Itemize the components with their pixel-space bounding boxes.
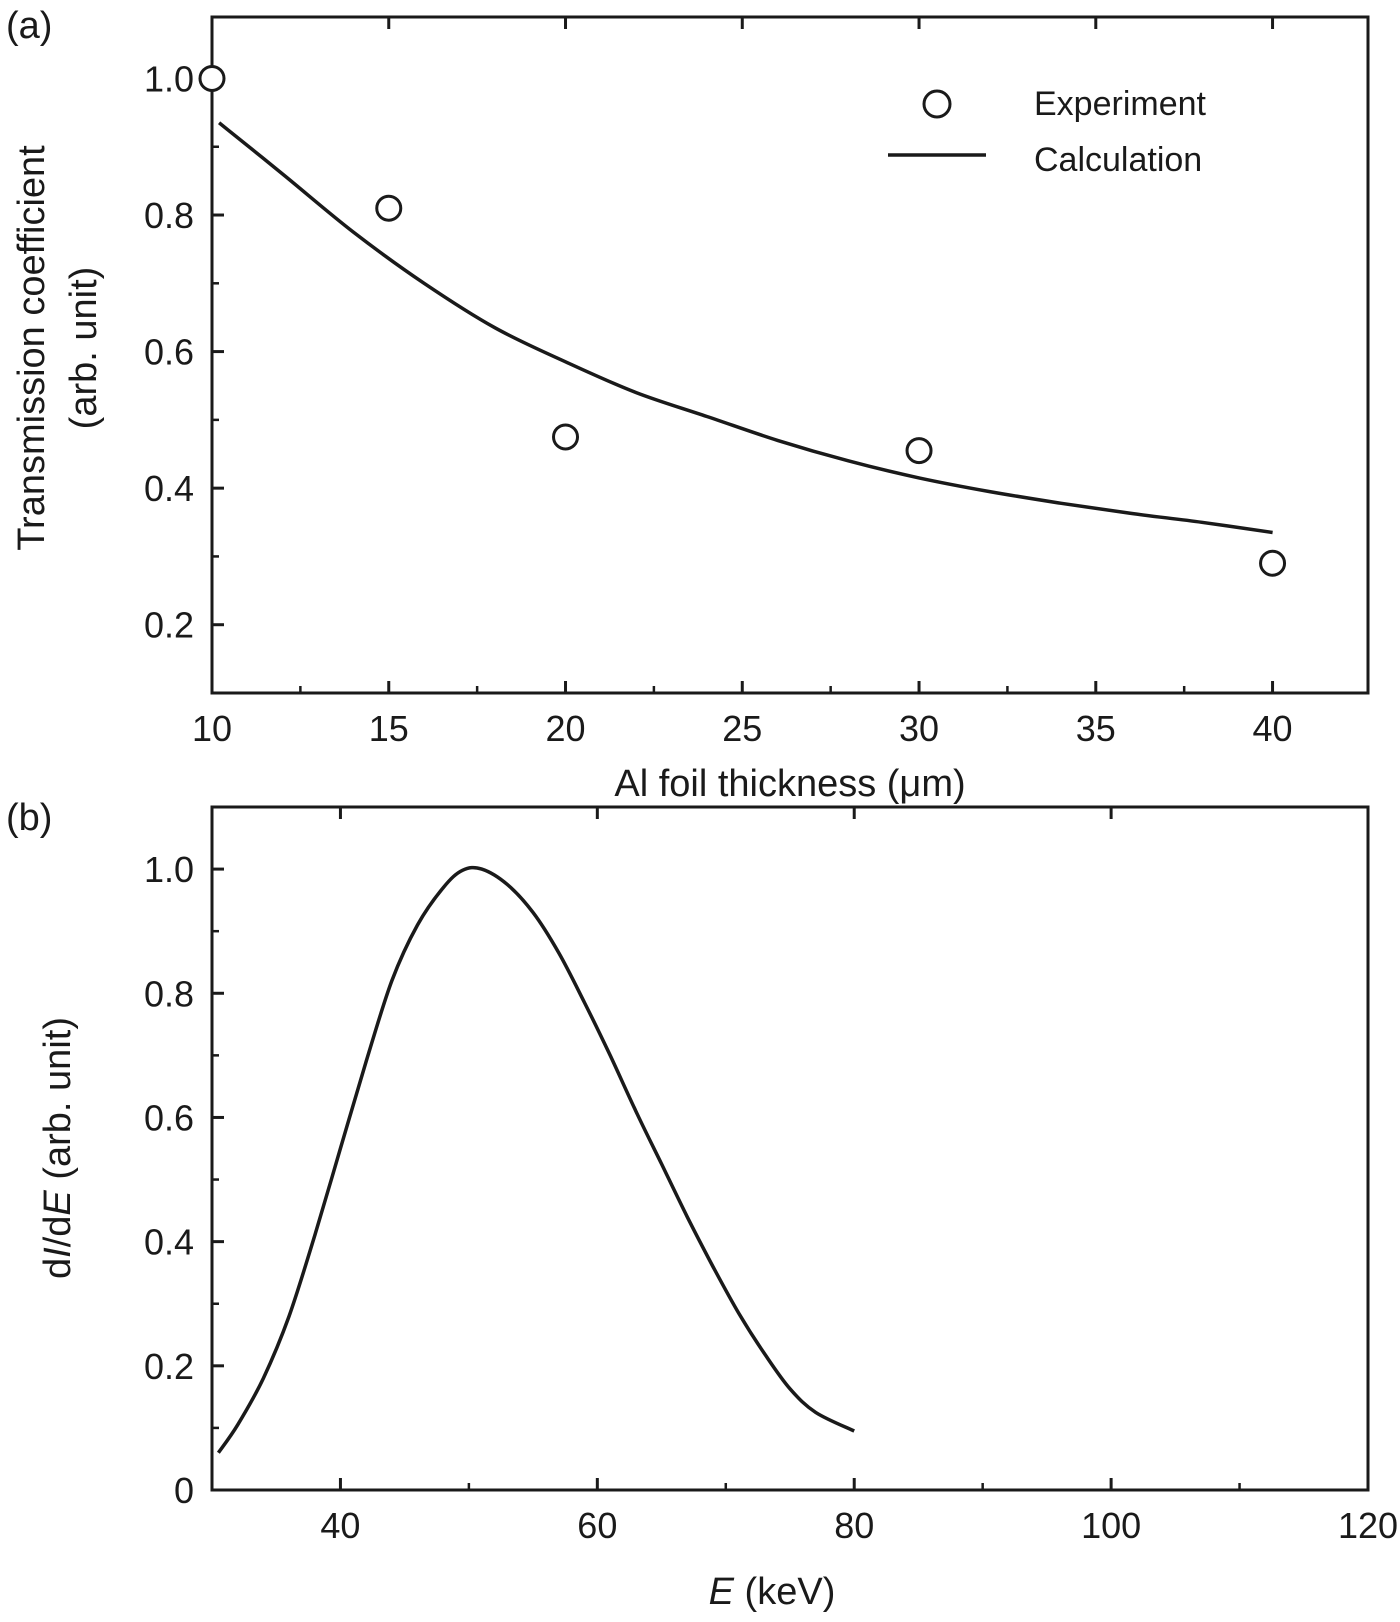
- panel-b-label: (b): [6, 797, 52, 839]
- y-tick-label: 1.0: [144, 849, 194, 890]
- panel-b-y-label-d1: d: [37, 1258, 79, 1279]
- panel-b-x-tick-labels: 40 60 80 100 120: [320, 1505, 1398, 1546]
- x-tick-label: 80: [834, 1505, 874, 1546]
- panel-a-frame: [210, 15, 1370, 695]
- panel-b-x-label-unit: (keV): [734, 1571, 835, 1613]
- panel-a-label: (a): [6, 5, 52, 47]
- panel-b: (b) 40 60 80 100 120 0 0.2 0.4 0.6 0.8 1.0 E (keV…: [6, 797, 1398, 1613]
- legend-experiment-marker: [922, 89, 952, 119]
- panel-b-y-label-unit: (arb. unit): [37, 1017, 79, 1190]
- x-tick-label: 35: [1076, 708, 1116, 749]
- panel-a-y-tick-labels: 0.2 0.4 0.6 0.8 1.0: [144, 58, 194, 645]
- legend-calculation-label: Calculation: [1034, 141, 1202, 179]
- spectrum-line: [216, 865, 855, 1454]
- y-tick-label: 0.6: [144, 1097, 194, 1138]
- y-tick-label: 0.2: [144, 1346, 194, 1387]
- x-tick-label: 40: [1253, 708, 1293, 749]
- y-tick-label: 1.0: [144, 58, 194, 99]
- experiment-points: [198, 64, 1287, 577]
- x-tick-label: 15: [369, 708, 409, 749]
- legend-experiment-label: Experiment: [1034, 85, 1207, 123]
- legend: Experiment Calculation: [888, 85, 1207, 179]
- panel-b-x-axis-label: E (keV): [709, 1571, 836, 1613]
- panel-b-ticks: [212, 807, 1370, 1492]
- experiment-point: [375, 194, 403, 222]
- experiment-point: [552, 423, 580, 451]
- calculation-line: [217, 121, 1273, 535]
- y-tick-label: 0: [174, 1470, 194, 1511]
- x-tick-label: 120: [1338, 1505, 1398, 1546]
- y-tick-label: 0.4: [144, 1222, 194, 1263]
- panel-a-x-tick-labels: 10 15 20 25 30 35 40: [192, 708, 1293, 749]
- y-tick-label: 0.2: [144, 605, 194, 646]
- x-tick-label: 10: [192, 708, 232, 749]
- x-tick-label: 100: [1081, 1505, 1141, 1546]
- panel-b-x-label-symbol: E: [709, 1571, 735, 1613]
- panel-b-y-axis-label: dI/dE (arb. unit): [37, 1017, 79, 1279]
- panel-a-x-axis-label: Al foil thickness (μm): [614, 763, 965, 805]
- y-tick-label: 0.8: [144, 195, 194, 236]
- panel-b-y-label-E: E: [37, 1190, 79, 1216]
- y-tick-label: 0.4: [144, 468, 194, 509]
- panel-b-y-label-d2: /d: [37, 1216, 79, 1248]
- panel-b-y-label-I: I: [37, 1247, 79, 1258]
- y-tick-label: 0.6: [144, 332, 194, 373]
- x-tick-label: 20: [545, 708, 585, 749]
- panel-b-y-tick-labels: 0 0.2 0.4 0.6 0.8 1.0: [144, 849, 194, 1511]
- panel-a-y-axis-label-line2: (arb. unit): [63, 267, 105, 430]
- x-tick-label: 25: [722, 708, 762, 749]
- panel-a-ticks: [210, 17, 1275, 693]
- experiment-point: [1259, 549, 1287, 577]
- panel-b-frame: [210, 805, 1370, 1492]
- panel-a-y-axis-label-line1: Transmission coefficient: [11, 145, 53, 551]
- panel-a: (a) 10 15 20 25 30 35 40 0.2 0.4 0.6 0.8 1.0 Exper…: [6, 5, 1370, 805]
- experiment-point: [905, 437, 933, 465]
- y-tick-label: 0.8: [144, 973, 194, 1014]
- x-tick-label: 40: [320, 1505, 360, 1546]
- x-tick-label: 30: [899, 708, 939, 749]
- experiment-point: [198, 64, 226, 92]
- x-tick-label: 60: [577, 1505, 617, 1546]
